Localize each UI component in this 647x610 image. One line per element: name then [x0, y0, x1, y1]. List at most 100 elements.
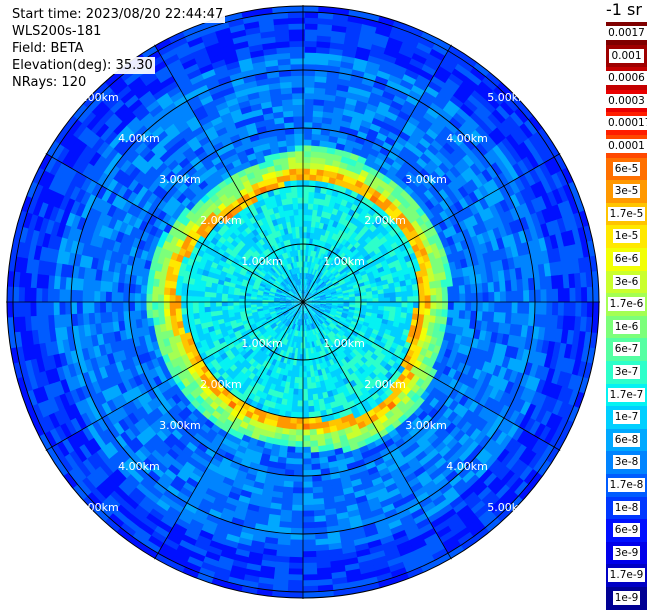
data-cell — [459, 302, 466, 312]
data-cell — [303, 87, 316, 94]
data-cell — [94, 290, 101, 302]
data-cell — [192, 307, 199, 314]
data-cell — [581, 302, 588, 319]
data-cell — [105, 290, 112, 302]
data-cell — [303, 52, 318, 59]
data-cell — [546, 289, 553, 304]
data-cell — [53, 300, 60, 315]
data-cell — [18, 300, 25, 317]
data-cell — [301, 568, 317, 575]
data-cell — [198, 306, 205, 313]
data-cell — [88, 289, 95, 302]
data-cell — [76, 289, 83, 302]
data-cell — [488, 302, 495, 313]
data-cell — [500, 302, 507, 314]
data-cell — [286, 580, 303, 587]
data-cell — [41, 300, 48, 316]
data-cell — [301, 557, 317, 564]
data-cell — [47, 287, 54, 302]
data-cell — [36, 300, 43, 316]
data-cell — [558, 302, 565, 318]
data-cell — [465, 302, 472, 312]
data-cell — [290, 516, 303, 523]
data-cell — [575, 287, 582, 304]
data-cell — [82, 300, 89, 313]
data-cell — [540, 289, 547, 303]
data-cell — [535, 302, 542, 316]
data-cell — [303, 35, 319, 42]
data-cell — [303, 139, 313, 146]
data-cell — [407, 290, 414, 297]
data-cell — [301, 551, 316, 558]
data-cell — [303, 23, 320, 30]
data-cell — [494, 302, 501, 314]
data-cell — [65, 288, 72, 302]
data-cell — [523, 290, 530, 303]
data-cell — [303, 17, 320, 24]
data-cell — [401, 291, 408, 298]
data-cell — [506, 291, 513, 303]
data-cell — [287, 568, 303, 575]
data-cell — [302, 505, 314, 512]
data-cell — [477, 302, 484, 313]
data-cell — [303, 145, 312, 152]
data-cell — [301, 516, 314, 523]
data-cell — [301, 539, 315, 546]
data-cell — [301, 580, 318, 587]
data-cell — [292, 487, 303, 494]
data-cell — [289, 534, 303, 541]
data-cell — [517, 290, 524, 303]
data-cell — [552, 302, 559, 317]
data-cell — [564, 302, 571, 318]
data-cell — [59, 300, 66, 314]
data-cell — [448, 302, 455, 311]
data-cell — [303, 104, 315, 111]
data-cell — [30, 300, 37, 316]
data-cell — [303, 64, 317, 71]
data-cell — [292, 476, 303, 483]
data-cell — [564, 288, 571, 304]
data-cell — [303, 46, 318, 53]
data-cell — [36, 286, 43, 302]
data-cell — [517, 302, 524, 315]
data-cell — [65, 300, 72, 314]
data-cell — [301, 563, 317, 570]
data-cell — [18, 285, 25, 302]
data-cell — [76, 300, 83, 313]
data-cell — [301, 534, 315, 541]
data-cell — [291, 493, 303, 500]
data-cell — [53, 287, 60, 302]
data-cell — [308, 406, 315, 413]
data-cell — [134, 292, 141, 302]
data-cell — [99, 290, 106, 302]
data-cell — [558, 288, 565, 304]
data-cell — [569, 288, 576, 304]
data-cell — [41, 286, 48, 302]
data-cell — [286, 574, 303, 581]
data-cell — [152, 293, 159, 302]
data-cell — [301, 545, 316, 552]
data-cell — [454, 302, 461, 311]
data-cell — [94, 301, 101, 313]
data-cell — [293, 464, 303, 471]
data-cell — [288, 545, 303, 552]
data-cell — [303, 110, 314, 117]
data-cell — [540, 302, 547, 316]
data-cell — [290, 522, 303, 529]
data-cell — [303, 98, 315, 105]
data-cell — [123, 291, 130, 302]
data-cell — [546, 302, 553, 317]
data-cell — [292, 481, 303, 488]
data-cell — [506, 302, 513, 314]
data-cell — [303, 122, 314, 129]
data-cell — [289, 539, 303, 546]
data-cell — [303, 81, 316, 88]
data-cell — [111, 291, 118, 302]
data-cell — [290, 510, 303, 517]
data-cell — [301, 511, 314, 518]
data-cell — [303, 58, 317, 65]
data-cell — [294, 453, 303, 460]
data-cell — [291, 505, 303, 512]
data-cell — [535, 290, 542, 304]
